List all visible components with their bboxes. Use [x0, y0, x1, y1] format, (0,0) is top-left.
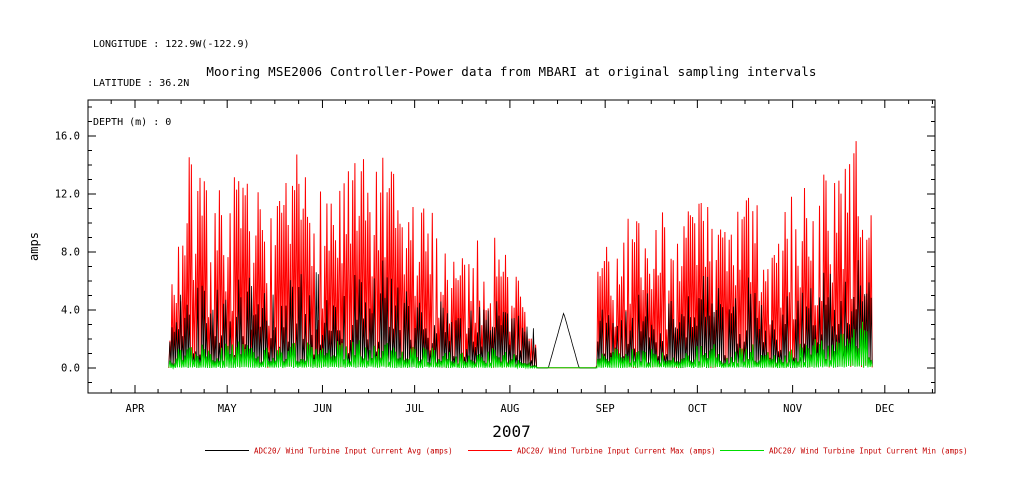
latitude-text: LATITUDE : 36.2N	[93, 78, 190, 89]
x-tick-label: SEP	[596, 403, 615, 415]
x-tick-label: DEC	[875, 403, 894, 415]
longitude-text: LONGITUDE : 122.9W(-122.9)	[93, 39, 250, 50]
legend-label-avg: ADC20/ Wind Turbine Input Current Avg (a…	[254, 446, 453, 456]
axis-labels: 0.0 4.0 8.0 12.0 16.0 APR MAY JUN JUL AUG SEP OCT NO…	[27, 131, 894, 442]
max-line-swatch	[468, 449, 512, 451]
legend-item-min: ADC20/ Wind Turbine Input Current Min (a…	[720, 446, 968, 456]
station-header: LONGITUDE : 122.9W(-122.9) LATITUDE : 36…	[93, 12, 250, 155]
legend-label-max: ADC20/ Wind Turbine Input Current Max (a…	[517, 446, 716, 456]
x-tick-label: OCT	[688, 403, 708, 415]
series-line-avg	[168, 260, 873, 369]
y-tick-label: 16.0	[55, 131, 80, 143]
y-axis-title: amps	[27, 232, 41, 261]
x-tick-label: AUG	[500, 403, 519, 415]
x-axis-title: 2007	[492, 422, 531, 441]
series-line-min	[168, 321, 873, 370]
x-tick-label: APR	[126, 403, 146, 415]
x-tick-label: MAY	[218, 403, 238, 415]
y-tick-label: 12.0	[55, 189, 80, 201]
plot-title: Mooring MSE2006 Controller-Power data fr…	[206, 64, 817, 79]
depth-text: DEPTH (m) : 0	[93, 117, 172, 128]
y-tick-label: 4.0	[61, 305, 80, 317]
y-tick-label: 8.0	[61, 247, 80, 259]
x-tick-label: JUN	[313, 403, 332, 415]
x-tick-label: NOV	[783, 403, 803, 415]
series-lines	[168, 141, 873, 370]
legend: ADC20/ Wind Turbine Input Current Avg (a…	[0, 446, 1009, 460]
avg-line-swatch	[205, 449, 249, 451]
series-line-max	[168, 141, 873, 369]
legend-item-max: ADC20/ Wind Turbine Input Current Max (a…	[468, 446, 716, 456]
y-tick-label: 0.0	[61, 363, 80, 375]
legend-label-min: ADC20/ Wind Turbine Input Current Min (a…	[769, 446, 968, 456]
legend-item-avg: ADC20/ Wind Turbine Input Current Avg (a…	[205, 446, 453, 456]
axes	[87, 99, 936, 394]
min-line-swatch	[720, 449, 764, 451]
x-tick-label: JUL	[405, 403, 424, 415]
